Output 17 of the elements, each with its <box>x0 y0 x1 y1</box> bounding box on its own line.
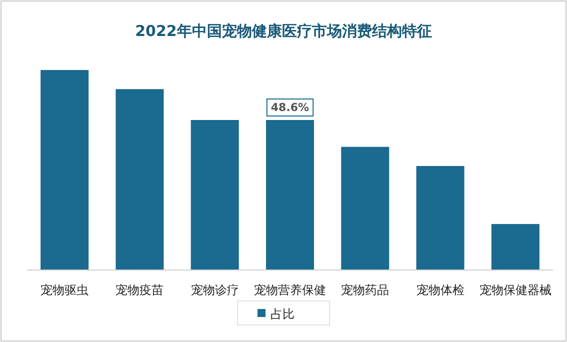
bar <box>40 70 89 270</box>
data-label: 48.6% <box>270 101 310 114</box>
bar <box>266 120 314 270</box>
x-tick-label: 宠物体检 <box>416 283 464 297</box>
bar <box>341 146 390 270</box>
bar <box>416 166 464 270</box>
x-tick-label: 宠物驱虫 <box>40 283 89 297</box>
x-tick-label: 宠物营养保健 <box>254 283 326 297</box>
bar <box>190 120 239 270</box>
x-tick-label: 宠物保健器械 <box>479 283 552 297</box>
x-tick-label: 宠物诊疗 <box>190 283 239 297</box>
bar <box>116 89 164 270</box>
x-tick-label: 宠物药品 <box>341 283 390 297</box>
legend-label: 占比 <box>270 307 294 321</box>
bar <box>491 224 540 270</box>
chart-title: 2022年中国宠物健康医疗市场消费结构特征 <box>135 22 432 40</box>
x-tick-label: 宠物疫苗 <box>116 283 164 297</box>
